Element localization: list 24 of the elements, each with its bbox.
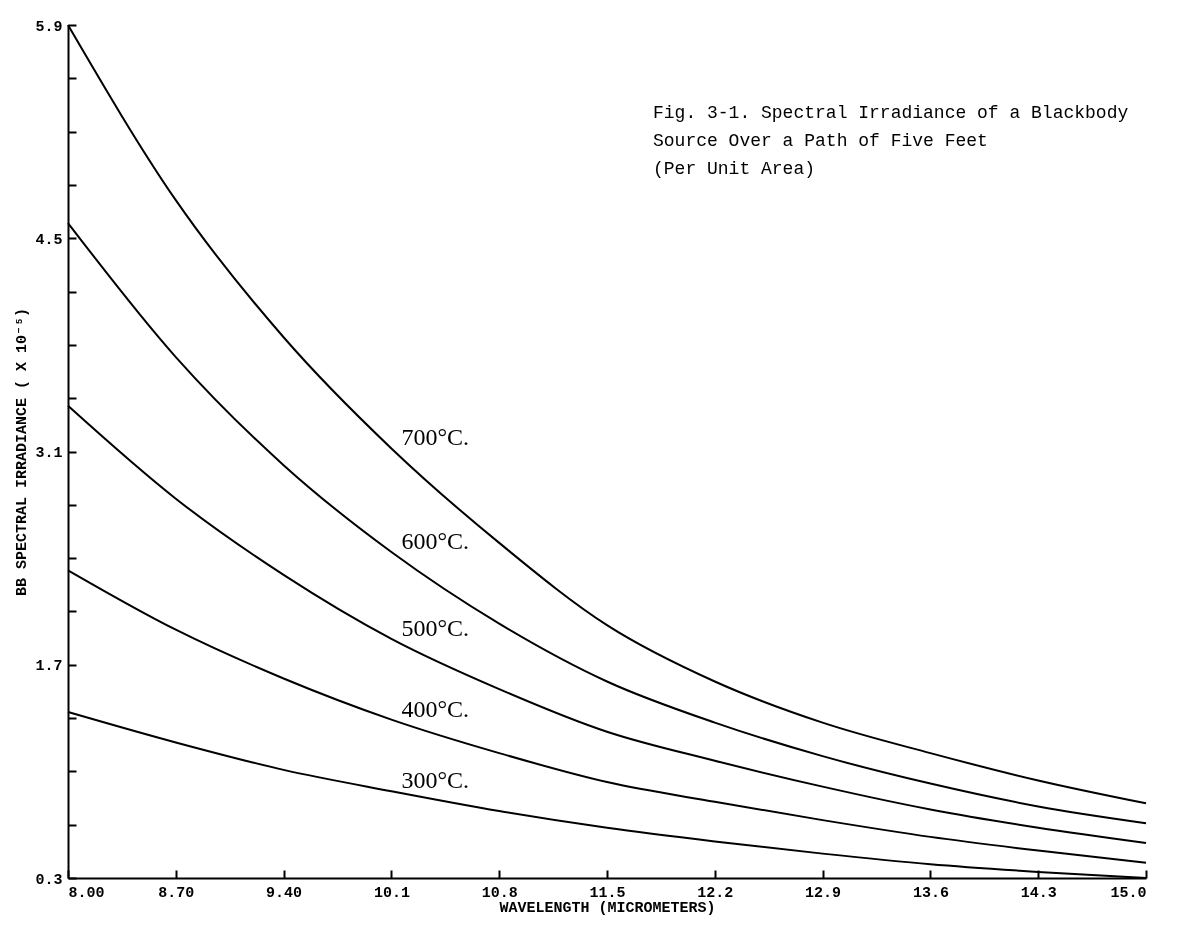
- series-label: 500°C.: [401, 614, 470, 641]
- x-tick-label: 13.6: [912, 884, 949, 902]
- series-label: 600°C.: [401, 528, 470, 555]
- x-tick-label: 8.00: [68, 884, 105, 902]
- series-label: 700°C.: [401, 424, 470, 451]
- x-tick-label: 14.3: [1020, 884, 1057, 902]
- text: Fig. 3-1. Spectral Irradiance of a Blackbody Source Over a Path of Five Feet (Per Unit Area): [653, 103, 1129, 179]
- series-label: 400°C.: [401, 695, 470, 722]
- x-axis-title: WAVELENGTH (MICROMETERS): [499, 899, 716, 917]
- x-tick-label: 8.70: [158, 884, 195, 902]
- x-tick-label: 12.2: [697, 884, 734, 902]
- x-tick-label: 11.5: [589, 884, 626, 902]
- y-tick-label: 3.1: [35, 445, 63, 462]
- x-tick-label: 12.9: [805, 884, 842, 902]
- y-tick-label: 1.7: [35, 658, 63, 676]
- x-tick-label: 15.0: [1110, 884, 1147, 902]
- y-axis-title: BB SPECTRAL IRRADIANCE ( X 10⁻⁵): [14, 307, 32, 597]
- y-tick-label: 4.5: [35, 231, 63, 249]
- y-tick-label: 5.9: [35, 18, 63, 36]
- x-tick-label: 10.8: [481, 884, 518, 902]
- x-tick-label: 9.40: [266, 884, 303, 902]
- y-tick-label: 0.3: [35, 871, 63, 889]
- x-tick-label: 10.1: [373, 884, 410, 902]
- series-label: 300°C.: [401, 767, 470, 794]
